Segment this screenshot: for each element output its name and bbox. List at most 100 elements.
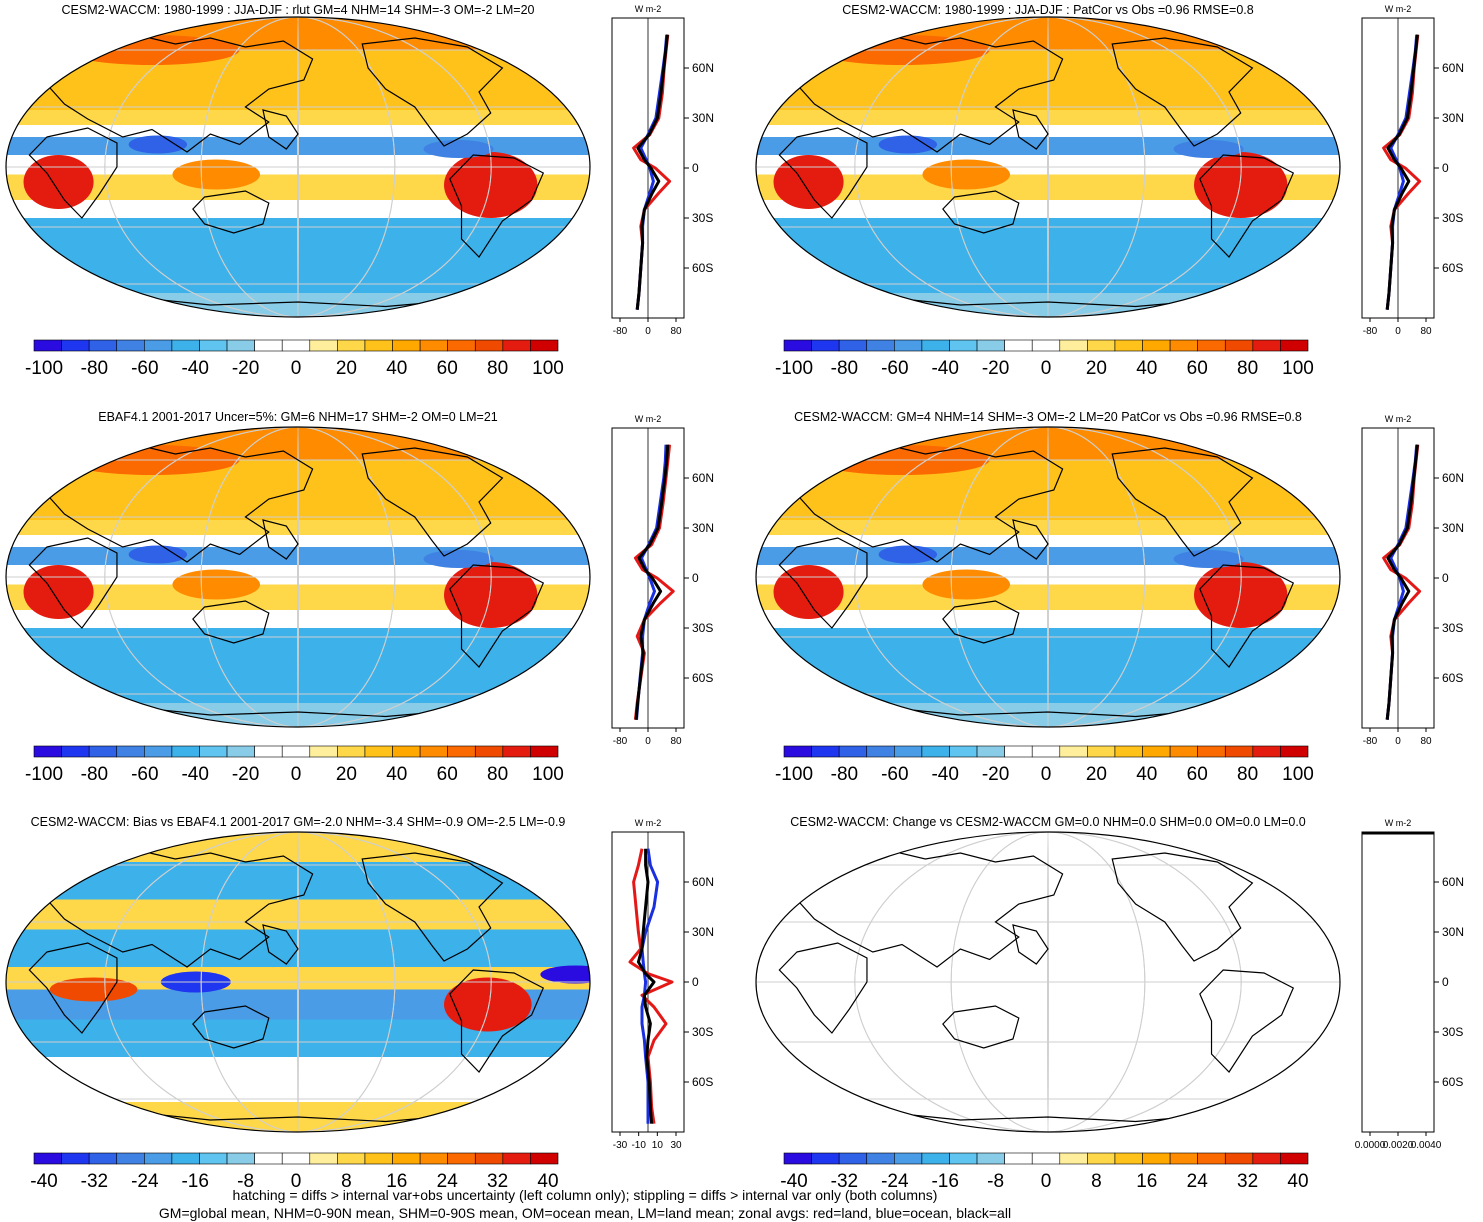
colorbar-cell xyxy=(921,339,950,352)
colorbar-cell xyxy=(199,339,228,352)
colorbar-cell xyxy=(530,339,559,352)
colorbar-cell xyxy=(144,745,173,758)
colorbar-cell xyxy=(783,1152,812,1165)
colorbar-cell xyxy=(894,339,923,352)
zonal-mean-plot: W m-2 60N 30N 0 30S 60S -30 -10 10 30 xyxy=(611,818,714,1151)
colorbar-cell xyxy=(811,745,840,758)
colorbar-tick-label: 40 xyxy=(1136,764,1157,785)
zonal-lat-tick-label: 0 xyxy=(692,161,699,175)
colorbar-cell xyxy=(1087,1152,1116,1165)
colorbar-cell xyxy=(309,745,338,758)
map-anomaly xyxy=(444,977,532,1032)
colorbar-cell xyxy=(1169,1152,1198,1165)
colorbar: -100 -80 -60 -40 -20 0 20 40 60 80 100 xyxy=(775,339,1314,379)
map-coastlines xyxy=(29,35,543,307)
colorbar-cell xyxy=(1142,745,1171,758)
zonal-value-tick-label: 0 xyxy=(645,736,651,747)
zonal-value-tick-label: 80 xyxy=(670,736,682,747)
colorbar-tick-label: -20 xyxy=(982,764,1009,785)
colorbar-cell xyxy=(1197,745,1226,758)
colorbar-cell xyxy=(838,1152,868,1165)
zonal-value-tick-label: -80 xyxy=(613,326,628,337)
colorbar-cell xyxy=(226,745,255,758)
colorbar: -40 -32 -24 -16 -8 0 8 16 24 32 40 xyxy=(30,1152,559,1192)
zonal-lat-tick-label: 60S xyxy=(1442,671,1463,685)
zonal-lat-tick-label: 0 xyxy=(692,571,699,585)
colorbar-tick-label: 24 xyxy=(1187,1171,1209,1192)
colorbar-cell xyxy=(1114,745,1143,758)
zonal-series-all xyxy=(634,444,670,720)
colorbar-tick-label: 60 xyxy=(437,764,458,785)
colorbar-tick-label: 60 xyxy=(437,358,458,379)
colorbar-tick-label: 0 xyxy=(291,358,302,379)
colorbar-cell xyxy=(1059,1152,1088,1165)
colorbar-tick-label: -40 xyxy=(30,1171,57,1192)
panel-title: EBAF4.1 2001-2017 Uncer=5%: GM=6 NHM=17 … xyxy=(98,410,498,424)
colorbar-tick-label: -24 xyxy=(881,1171,909,1192)
colorbar-tick-label: -20 xyxy=(232,358,259,379)
zonal-lat-tick-label: 60N xyxy=(692,875,714,889)
colorbar-cell xyxy=(33,745,62,758)
colorbar-cell xyxy=(1280,1152,1309,1165)
zonal-value-tick-label: -80 xyxy=(1363,736,1378,747)
zonal-lat-tick-label: 30N xyxy=(1442,925,1464,939)
colorbar-tick-label: 0 xyxy=(1041,358,1052,379)
colorbar: -100 -80 -60 -40 -20 0 20 40 60 80 100 xyxy=(775,745,1314,785)
zonal-lat-tick-label: 30S xyxy=(692,1025,713,1039)
map-anomaly xyxy=(128,135,188,154)
panel-4: CESM2-WACCM: GM=4 NHM=14 SHM=-3 OM=-2 LM… xyxy=(755,410,1464,785)
colorbar-cell xyxy=(474,1152,504,1165)
zonal-lat-tick-label: 0 xyxy=(1442,571,1449,585)
colorbar-tick-label: 40 xyxy=(1136,358,1157,379)
zonal-mean-plot: W m-2 60N 30N 0 30S 60S -80 0 80 xyxy=(611,4,714,337)
zonal-value-tick-label: 80 xyxy=(1420,326,1432,337)
colorbar-cell xyxy=(949,745,978,758)
zonal-value-tick-label: 0.0040 xyxy=(1411,1140,1442,1151)
map-anomaly xyxy=(878,545,938,564)
colorbar-cell xyxy=(144,1152,173,1165)
footer-line-1: hatching = diffs > internal var+obs unce… xyxy=(232,1187,938,1203)
colorbar-cell xyxy=(364,339,393,352)
colorbar-cell xyxy=(921,1152,950,1165)
colorbar-tick-label: -20 xyxy=(982,358,1009,379)
colorbar-tick-label: -40 xyxy=(931,358,958,379)
map-outline xyxy=(5,16,591,318)
zonal-value-tick-label: 0.0020 xyxy=(1383,1140,1414,1151)
colorbar-cell xyxy=(1031,1152,1061,1165)
colorbar-tick-label: -40 xyxy=(931,764,958,785)
colorbar-cell xyxy=(88,1152,118,1165)
map-anomaly xyxy=(1194,152,1288,218)
colorbar-tick-label: -40 xyxy=(181,764,208,785)
colorbar-cell xyxy=(337,745,366,758)
colorbar-tick-label: 80 xyxy=(487,764,508,785)
colorbar-tick-label: 80 xyxy=(1237,358,1258,379)
colorbar-cell xyxy=(392,1152,421,1165)
colorbar-cell xyxy=(976,745,1005,758)
zonal-mean-plot: W m-2 60N 30N 0 30S 60S -80 0 80 xyxy=(611,414,714,747)
colorbar-cell xyxy=(364,745,393,758)
colorbar-cell xyxy=(1004,1152,1033,1165)
colorbar-cell xyxy=(33,1152,62,1165)
colorbar: -100 -80 -60 -40 -20 0 20 40 60 80 100 xyxy=(25,339,564,379)
colorbar-tick-label: -40 xyxy=(181,358,208,379)
colorbar: -100 -80 -60 -40 -20 0 20 40 60 80 100 xyxy=(25,745,564,785)
panel-5: CESM2-WACCM: Bias vs EBAF4.1 2001-2017 G… xyxy=(5,815,714,1192)
colorbar-cell xyxy=(502,1152,531,1165)
colorbar-tick-label: 100 xyxy=(1282,764,1314,785)
zonal-value-tick-label: 30 xyxy=(670,1140,682,1151)
colorbar-cell xyxy=(88,745,118,758)
colorbar-tick-label: 16 xyxy=(1136,1171,1157,1192)
colorbar-cell xyxy=(1087,339,1116,352)
colorbar-tick-label: 8 xyxy=(1091,1171,1102,1192)
colorbar-cell xyxy=(1224,745,1254,758)
colorbar-cell xyxy=(337,339,366,352)
colorbar-cell xyxy=(254,745,283,758)
colorbar-cell xyxy=(1280,745,1309,758)
map-field xyxy=(6,17,590,317)
map-graticule xyxy=(6,17,590,317)
zonal-series-all xyxy=(1385,444,1419,720)
colorbar-cell xyxy=(1197,1152,1226,1165)
colorbar-cell xyxy=(1031,745,1061,758)
colorbar-cell xyxy=(811,1152,840,1165)
